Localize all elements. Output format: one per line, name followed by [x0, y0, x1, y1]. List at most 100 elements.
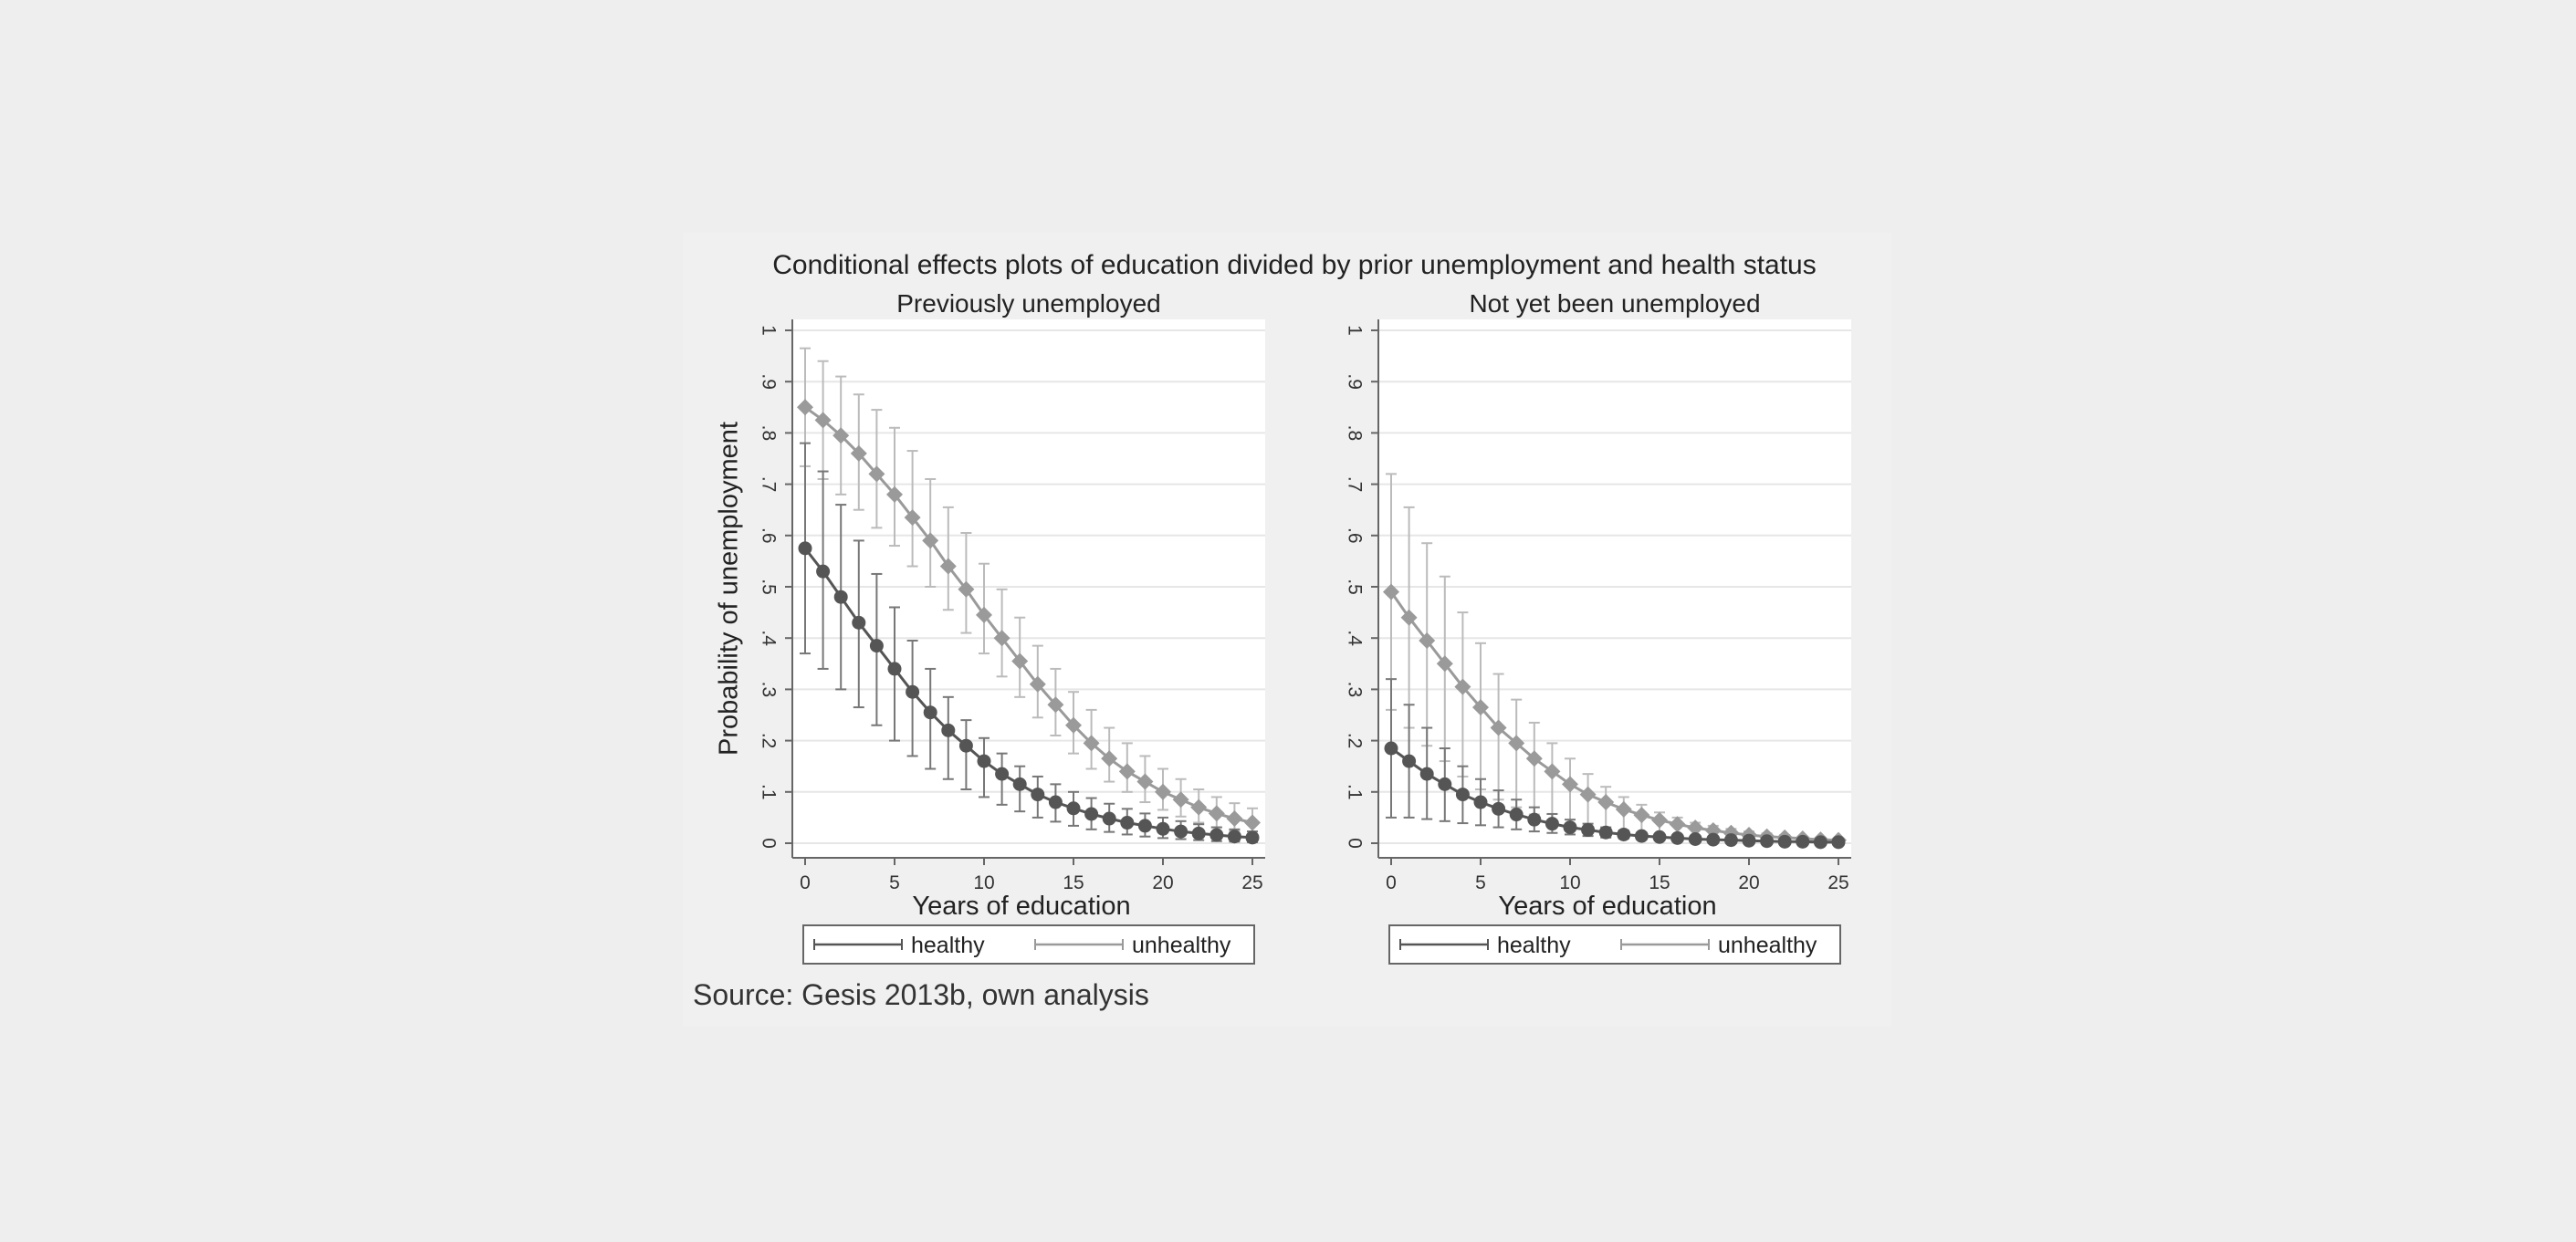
data-point [1509, 808, 1524, 822]
data-point [1120, 816, 1135, 830]
data-point [1813, 835, 1827, 850]
data-point [814, 412, 832, 429]
data-point [1400, 609, 1418, 626]
data-point [1245, 830, 1260, 845]
series-healthy [1384, 678, 1846, 850]
y-tick-label: .3 [1344, 682, 1365, 698]
y-axis-label: Probability of unemployment [715, 422, 744, 756]
x-tick-label: 10 [973, 872, 994, 893]
data-point [1579, 786, 1597, 803]
legend-item-unhealthy: unhealthy [1034, 933, 1231, 958]
legend: healthy unhealthy [1388, 924, 1841, 965]
y-tick-label: .4 [1344, 630, 1365, 646]
panel-title: Previously unemployed [896, 289, 1161, 318]
data-point [1760, 834, 1775, 849]
data-point [1473, 795, 1488, 809]
y-tick-label: .5 [758, 579, 779, 595]
data-point [1563, 820, 1577, 835]
panel-title: Not yet been unemployed [1469, 289, 1760, 318]
legend-label: healthy [911, 933, 985, 958]
data-point [976, 606, 992, 623]
series-healthy [798, 442, 1260, 845]
data-point [1796, 834, 1810, 849]
data-point [941, 723, 956, 737]
plot-area [792, 319, 1265, 858]
series-unhealthy [797, 347, 1261, 835]
data-point [1011, 652, 1029, 670]
data-point [1490, 719, 1507, 736]
data-point [1029, 675, 1046, 693]
y-tick-label: 1 [1344, 325, 1365, 336]
y-tick-label: 0 [1344, 838, 1365, 849]
data-point [1562, 776, 1578, 793]
data-point [1706, 832, 1721, 847]
y-tick-label: 1 [758, 325, 779, 336]
data-point [1402, 754, 1417, 768]
data-point [886, 485, 903, 503]
data-point [906, 684, 920, 699]
data-point [1617, 827, 1631, 841]
legend-item-healthy: healthy [1399, 933, 1571, 958]
data-point [1208, 805, 1225, 822]
data-point [1615, 800, 1632, 818]
y-tick-label: .1 [758, 784, 779, 800]
data-point [1492, 801, 1506, 816]
data-point [1191, 826, 1206, 840]
data-point [1083, 735, 1100, 752]
data-point [939, 558, 957, 575]
data-point [1031, 788, 1045, 802]
y-tick-label: .8 [1344, 425, 1365, 442]
data-point [1742, 833, 1756, 848]
data-point [1227, 830, 1241, 844]
y-tick-label: .9 [758, 373, 779, 390]
x-tick-label: 0 [1386, 872, 1397, 893]
data-point [1527, 812, 1542, 827]
y-tick-label: .2 [1344, 733, 1365, 749]
legend-item-unhealthy: unhealthy [1620, 933, 1817, 958]
x-tick-label: 5 [1475, 872, 1486, 893]
data-point [1455, 788, 1470, 802]
data-point [1174, 824, 1189, 839]
data-point [868, 465, 885, 483]
data-point [1581, 822, 1596, 837]
data-point [1084, 807, 1099, 821]
data-point [1687, 819, 1704, 837]
data-point [798, 541, 812, 556]
data-point [869, 639, 884, 653]
data-point [1438, 777, 1452, 791]
data-point [1670, 830, 1685, 845]
data-point [1137, 819, 1152, 833]
x-tick-label: 15 [1649, 872, 1670, 893]
data-point [1436, 655, 1453, 673]
x-tick-label: 5 [889, 872, 900, 893]
y-tick-label: .4 [758, 630, 779, 646]
data-point [1048, 795, 1063, 809]
data-point [816, 564, 831, 579]
data-point [958, 580, 975, 598]
data-point [833, 590, 848, 604]
legend-label: unhealthy [1718, 933, 1817, 958]
data-point [1723, 833, 1738, 848]
data-point [1226, 810, 1243, 828]
data-point [887, 662, 902, 676]
data-point [995, 767, 1010, 781]
data-point [1419, 632, 1436, 650]
data-point [1831, 835, 1846, 850]
data-point [1633, 807, 1650, 824]
y-tick-label: 0 [758, 838, 779, 849]
y-tick-label: .6 [758, 527, 779, 544]
y-tick-label: .9 [1344, 373, 1365, 390]
y-tick-label: .5 [1344, 579, 1365, 595]
data-point [1136, 773, 1154, 790]
data-point [1545, 817, 1559, 831]
chart-panel-previously-unemployed: Previously unemployed 0 .1 .2 .3 .4 .5 .6 .7 .8 .9… [715, 289, 1265, 965]
data-point [1156, 821, 1170, 836]
legend-item-healthy: healthy [813, 933, 985, 958]
legend: healthy unhealthy [802, 924, 1255, 965]
data-point [1688, 832, 1702, 847]
legend-label: unhealthy [1132, 933, 1231, 958]
data-point [1454, 678, 1471, 695]
data-point [797, 399, 813, 416]
data-point [1597, 794, 1615, 811]
data-point [852, 615, 866, 630]
